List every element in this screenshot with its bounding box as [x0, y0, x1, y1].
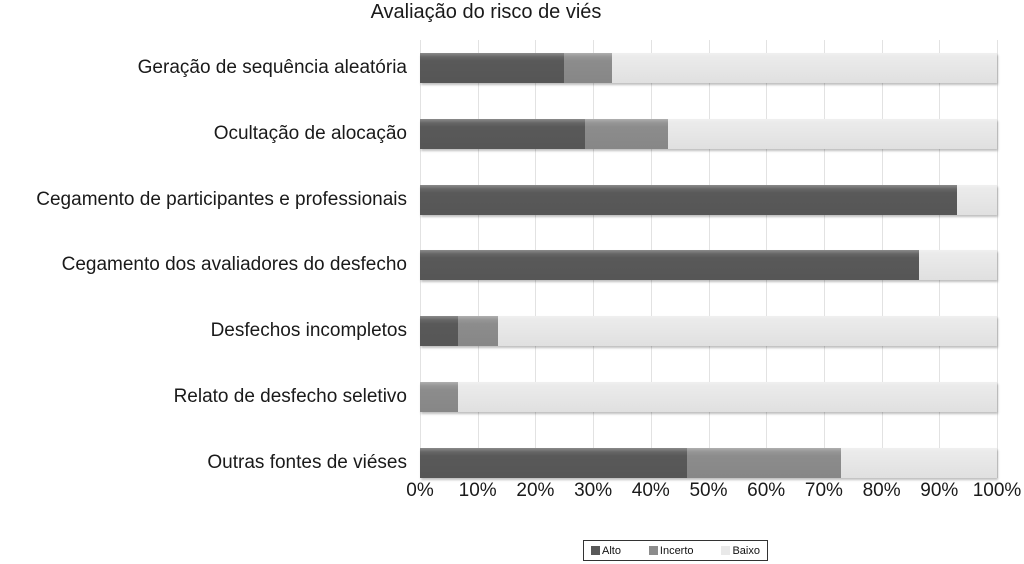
x-tick-label: 100%: [972, 480, 1022, 501]
legend-item: Baixo: [721, 545, 760, 557]
bar-row: [420, 447, 997, 478]
category-labels: Geração de sequência aleatória Ocultação …: [0, 40, 407, 478]
category-label: Ocultação de alocação: [213, 122, 407, 144]
x-tick-label: 90%: [920, 480, 959, 501]
bar-segment-alto: [420, 53, 565, 83]
bar-segment-alto: [420, 447, 688, 478]
x-axis: 0% 10% 20% 30% 40% 50% 60% 70% 80% 90% 100%: [406, 480, 1021, 504]
plot-area: [420, 40, 998, 478]
legend: Alto Incerto Baixo: [583, 540, 768, 561]
x-tick-label: 50%: [689, 480, 728, 501]
bar-segment-alto: [420, 184, 957, 215]
legend-label: Baixo: [732, 544, 760, 557]
bar-segment-baixo: [497, 316, 997, 347]
legend-swatch-alto: [591, 546, 600, 555]
category-label: Outras fontes de viéses: [207, 451, 407, 473]
category-label: Geração de sequência aleatória: [137, 57, 407, 78]
bar-segment-baixo: [612, 53, 997, 83]
bar-segment-baixo: [457, 382, 997, 413]
bar-segment-baixo: [841, 447, 997, 478]
bar-row: [420, 250, 997, 281]
bar-segment-baixo: [956, 184, 997, 215]
x-tick-label: 10%: [458, 480, 497, 501]
gridline: [997, 40, 998, 478]
x-tick-label: 0%: [406, 480, 434, 501]
bar-segment-alto: [420, 316, 458, 347]
category-label: Cegamento dos avaliadores do desfecho: [61, 254, 407, 276]
category-label: Relato de desfecho seletivo: [173, 386, 407, 408]
bars: [420, 40, 997, 478]
bar-segment-incerto: [564, 53, 613, 83]
x-tick-label: 80%: [862, 480, 901, 501]
category-label: Desfechos incompletos: [210, 320, 407, 342]
bar-row: [420, 184, 997, 215]
category-label: Cegamento de participantes e professiona…: [36, 188, 407, 210]
bar-segment-incerto: [585, 118, 668, 149]
bar-row: [420, 316, 997, 347]
legend-item: Incerto: [648, 544, 694, 557]
legend-swatch-baixo: [721, 546, 731, 555]
bar-segment-baixo: [667, 118, 997, 149]
bar-segment-incerto: [687, 447, 842, 478]
x-tick-label: 40%: [631, 480, 670, 501]
bar-segment-baixo: [919, 250, 997, 281]
x-tick-label: 20%: [516, 480, 555, 501]
bar-row: [420, 53, 997, 83]
legend-item: Alto: [591, 545, 621, 557]
bar-row: [420, 118, 997, 149]
bar-row: [420, 382, 997, 413]
legend-label: Alto: [602, 544, 621, 557]
x-tick-label: 30%: [574, 480, 613, 501]
bar-segment-alto: [420, 118, 586, 149]
x-tick-label: 70%: [804, 480, 843, 501]
x-tick-label: 60%: [747, 480, 786, 501]
chart-title: Avaliação do risco de viés: [370, 1, 602, 23]
legend-swatch-incerto: [648, 546, 658, 555]
bar-segment-alto: [420, 250, 920, 281]
bar-segment-incerto: [457, 316, 498, 347]
bar-segment-incerto: [420, 382, 458, 413]
legend-label: Incerto: [659, 544, 694, 557]
